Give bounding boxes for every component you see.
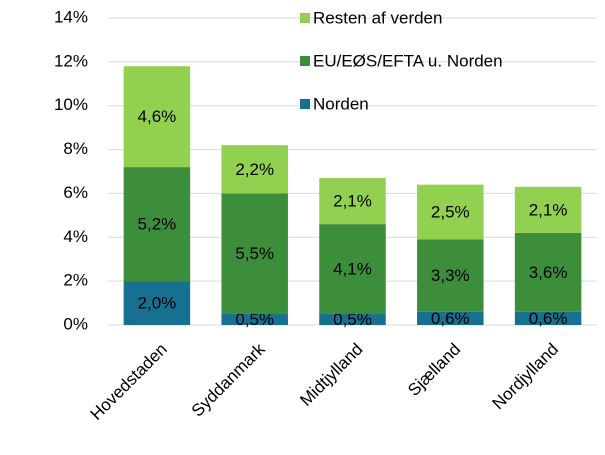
bar-segment <box>221 145 288 194</box>
legend-label: Resten af verden <box>313 8 442 27</box>
bar-segment <box>319 178 386 225</box>
y-tick-label: 14% <box>54 7 88 26</box>
legend-swatch <box>300 56 310 66</box>
legend-swatch <box>300 99 310 109</box>
data-label: 0,5% <box>333 310 372 329</box>
bar-segment <box>417 311 484 325</box>
bar-segment <box>514 232 582 312</box>
data-label: 2,5% <box>431 203 470 222</box>
legend-label: Norden <box>313 94 369 113</box>
bar-segment <box>417 184 484 240</box>
data-label: 5,2% <box>138 215 177 234</box>
data-label: 4,1% <box>333 260 372 279</box>
legend-label: EU/EØS/EFTA u. Norden <box>313 51 503 70</box>
bar-segment <box>319 314 386 325</box>
y-tick-label: 12% <box>54 51 88 70</box>
data-label: 4,6% <box>138 107 177 126</box>
data-label: 2,2% <box>235 160 274 179</box>
legend-swatch <box>300 13 310 23</box>
data-label: 5,5% <box>235 244 274 263</box>
data-label: 3,6% <box>529 263 568 282</box>
data-label: 0,6% <box>529 309 568 328</box>
bar-segment <box>514 186 582 233</box>
y-tick-label: 4% <box>63 227 88 246</box>
x-tick-label: Nordjylland <box>489 340 563 414</box>
y-tick-label: 10% <box>54 95 88 114</box>
data-label: 2,1% <box>333 192 372 211</box>
y-tick-label: 2% <box>63 271 88 290</box>
bar-segment <box>123 167 191 282</box>
x-tick-label: Hovedstaden <box>87 340 171 424</box>
x-tick-label: Sjælland <box>404 340 464 400</box>
data-label: 2,1% <box>529 200 568 219</box>
x-tick-label: Midtjylland <box>296 340 366 410</box>
x-tick-label: Syddanmark <box>188 339 269 420</box>
y-tick-label: 6% <box>63 183 88 202</box>
bar-segment <box>221 314 288 325</box>
data-label: 0,5% <box>235 310 274 329</box>
data-label: 3,3% <box>431 266 470 285</box>
y-tick-label: 8% <box>63 139 88 158</box>
y-tick-label: 0% <box>63 314 88 333</box>
bar-segment <box>319 224 386 315</box>
bar-segment <box>514 311 582 325</box>
bar-segment <box>221 193 288 315</box>
bar-segment <box>417 239 484 312</box>
data-label: 0,6% <box>431 309 470 328</box>
data-label: 2,0% <box>138 294 177 313</box>
bar-segment <box>123 281 191 325</box>
bar-segment <box>123 66 191 168</box>
